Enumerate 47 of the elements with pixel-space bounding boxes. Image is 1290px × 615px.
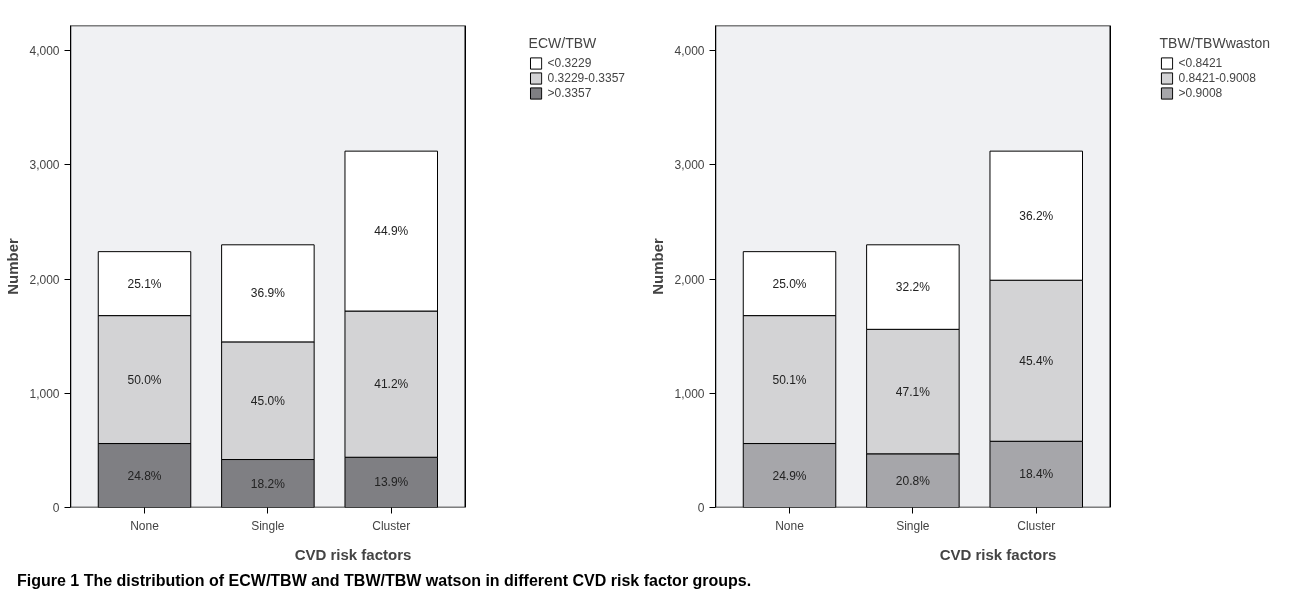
annotation: 25.1% [127, 276, 162, 291]
legend-label: 0.3229-0.3357 [547, 71, 625, 85]
legend-label: <0.3229 [547, 56, 592, 70]
x-axis-title: CVD risk factors [939, 545, 1057, 563]
y-tick-label: 4,000 [674, 44, 705, 59]
x-tick-label: Single [251, 518, 285, 533]
y-axis-title: Number [4, 238, 22, 295]
x-axis-title: CVD risk factors [294, 545, 412, 563]
y-tick-label: 2,000 [29, 272, 60, 287]
y-tick-label: 1,000 [674, 386, 705, 401]
annotation: 18.4% [1019, 467, 1054, 482]
annotation: 13.9% [374, 475, 409, 490]
x-tick-label: None [775, 518, 805, 533]
y-axis-title: Number [649, 238, 667, 295]
annotation: 44.9% [374, 224, 409, 239]
y-tick-label: 0 [52, 501, 60, 515]
y-tick-label: 3,000 [674, 158, 705, 173]
annotation: 50.0% [127, 372, 162, 387]
annotation: 25.0% [772, 276, 807, 291]
y-tick-label: 3,000 [29, 158, 60, 173]
caption: Figure 1 The distribution of ECW/TBW and TBW/TBW watson in different CVD risk factor groups. [17, 571, 752, 591]
annotation: 32.2% [895, 280, 931, 295]
legend-label: >0.9008 [1178, 86, 1223, 100]
x-tick-label: Single [896, 518, 930, 533]
annotation: 18.2% [250, 476, 286, 491]
legend-title: TBW/TBWwaston [1159, 35, 1270, 51]
y-tick-label: 2,000 [674, 272, 705, 287]
x-tick-label: Cluster [372, 518, 411, 533]
annotation: 36.9% [250, 286, 286, 301]
legend-title: ECW/TBW [528, 35, 598, 51]
annotation: 45.4% [1019, 353, 1054, 368]
annotation: 45.0% [250, 393, 286, 408]
annotation: 24.9% [772, 468, 807, 483]
legend-label: <0.8421 [1178, 56, 1223, 70]
annotation: 20.8% [895, 473, 931, 488]
legend-label: 0.8421-0.9008 [1178, 71, 1256, 85]
y-tick-label: 1,000 [29, 386, 60, 401]
annotation: 50.1% [772, 372, 807, 387]
annotation: 24.8% [127, 468, 162, 483]
y-tick-label: 4,000 [29, 44, 60, 59]
annotation: 36.2% [1019, 208, 1054, 223]
y-tick-label: 0 [697, 501, 705, 515]
x-tick-label: Cluster [1017, 518, 1056, 533]
legend-label: >0.3357 [547, 86, 592, 100]
x-tick-label: None [130, 518, 160, 533]
annotation: 41.2% [374, 377, 409, 392]
annotation: 47.1% [895, 384, 931, 399]
